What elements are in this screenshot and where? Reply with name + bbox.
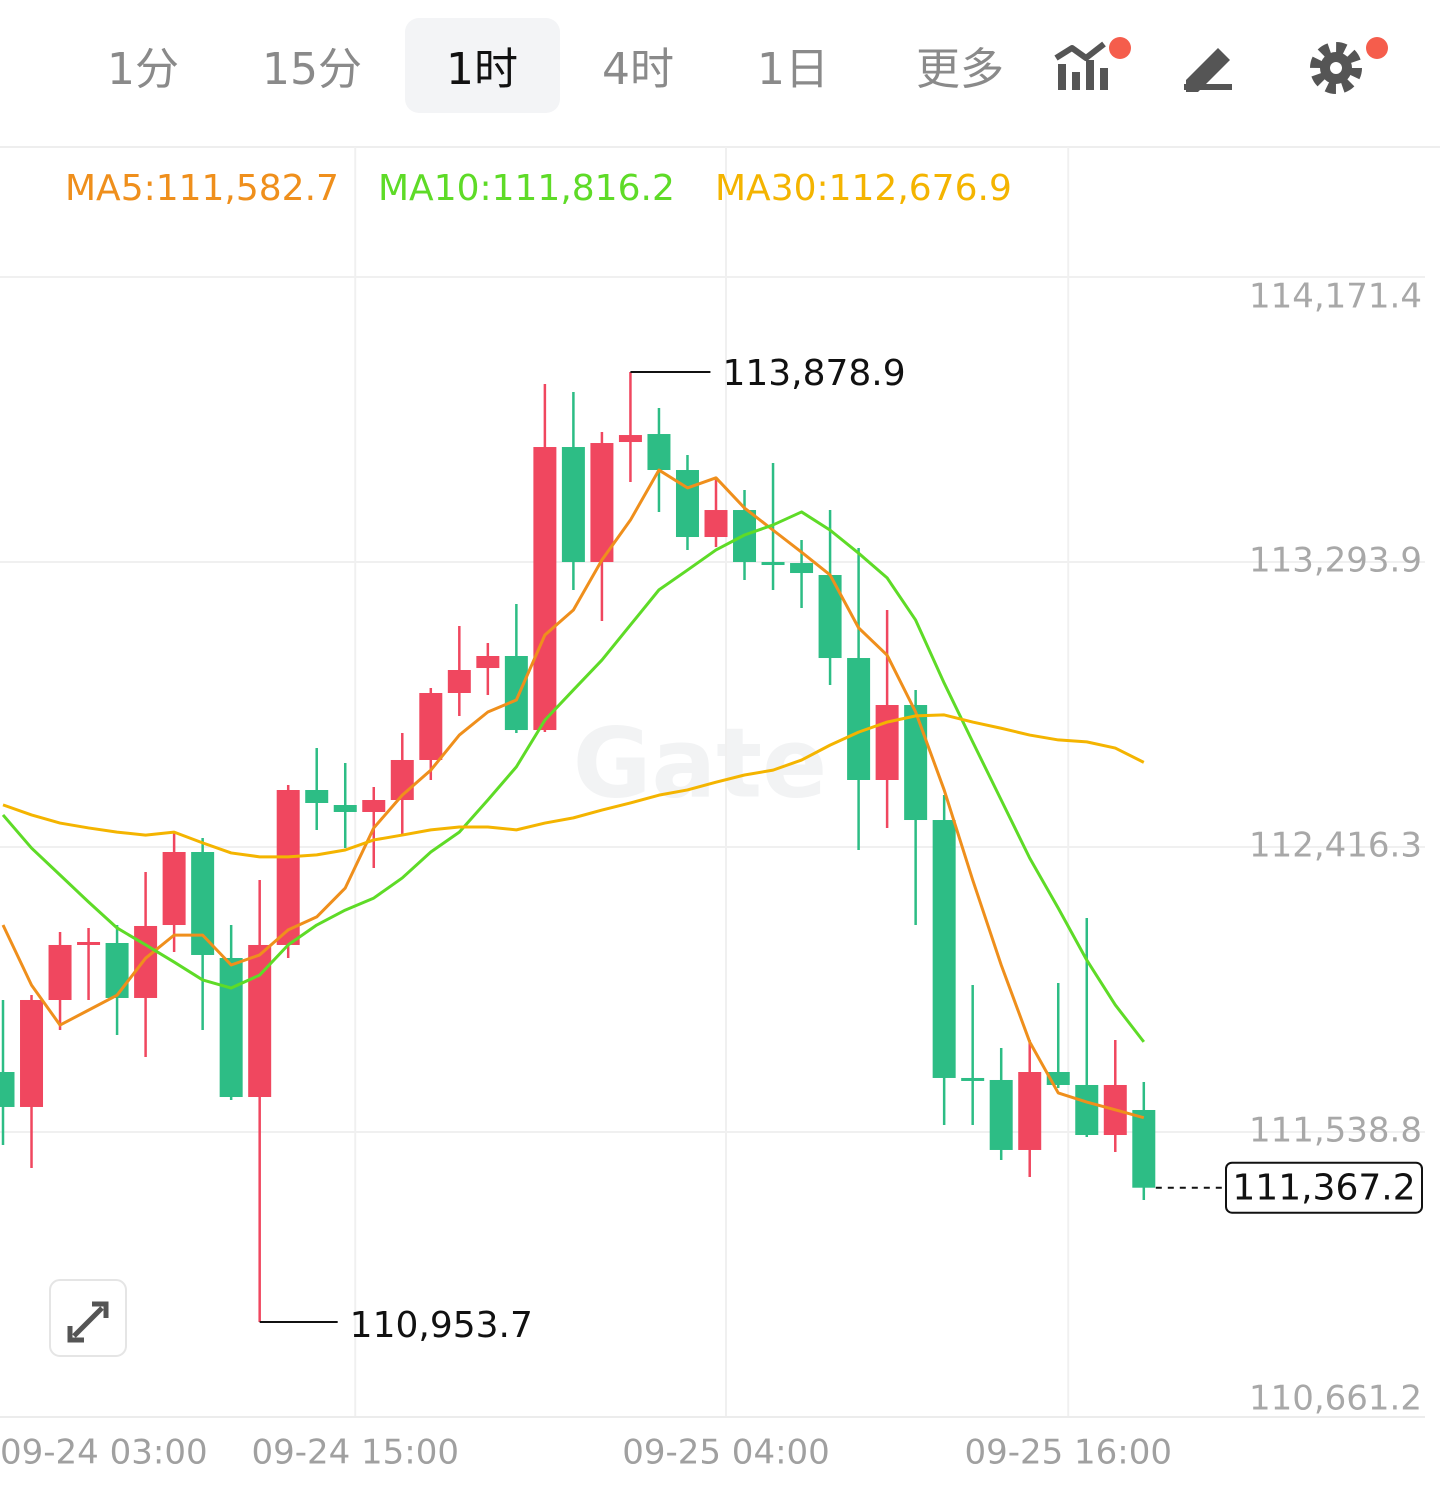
- y-tick-label: 112,416.3: [1249, 826, 1422, 866]
- candle-body: [134, 925, 158, 998]
- candle-body: [932, 820, 956, 1078]
- tab[interactable]: 1时: [446, 44, 518, 95]
- legend-entry: MA10:111,816.2: [378, 168, 675, 209]
- candle-body: [191, 852, 215, 955]
- tab[interactable]: 4时: [602, 44, 674, 95]
- chart: Gate 09-24 03:00 09-24 15:00 09-25 04:00 09-…: [0, 147, 1425, 1473]
- ma-line: [1, 510, 1145, 1043]
- candle-body: [419, 692, 443, 760]
- x-tick-label: 09-25 16:00: [964, 1433, 1172, 1473]
- draw-icon[interactable]: [1184, 48, 1232, 92]
- candle-body: [276, 790, 300, 945]
- x-tick-label: 09-25 04:00: [622, 1433, 830, 1473]
- candle-body: [875, 705, 899, 781]
- candle-body: [77, 941, 101, 945]
- candle-body: [333, 805, 357, 812]
- candle-body: [989, 1079, 1013, 1150]
- candle-body: [590, 443, 614, 563]
- last-price-box: [1225, 1161, 1423, 1214]
- legend-entry: MA5:111,582.7: [65, 168, 339, 209]
- low-label: 110,953.7: [350, 1305, 533, 1346]
- candle-body: [1075, 1084, 1099, 1136]
- candle-body: [790, 563, 814, 574]
- tab[interactable]: 更多: [916, 44, 1004, 95]
- candle-body: [219, 958, 243, 1098]
- expand-button[interactable]: [49, 1279, 127, 1357]
- candle-body: [904, 705, 928, 821]
- legend-entry: MA30:112,676.9: [715, 168, 1012, 209]
- candle-body: [704, 510, 728, 538]
- candle-body: [818, 575, 842, 659]
- candle-body: [162, 852, 186, 926]
- watermark: Gate: [573, 707, 828, 819]
- y-tick-label: 114,171.4: [1249, 277, 1422, 317]
- candle-body: [847, 658, 871, 781]
- high-label: 113,878.9: [722, 353, 905, 394]
- y-tick-label: 113,293.9: [1249, 540, 1422, 580]
- candle-body: [1132, 1109, 1156, 1188]
- candle-body: [618, 435, 642, 443]
- candle-body: [675, 470, 699, 538]
- x-tick-label: 09-24 15:00: [251, 1433, 459, 1473]
- last-price-label: 111,367.2: [1232, 1168, 1415, 1209]
- candle-body: [447, 670, 471, 693]
- candle-body: [476, 656, 500, 669]
- candle-body: [48, 944, 72, 1000]
- candle-body: [0, 1071, 15, 1107]
- y-tick-label: 111,538.8: [1249, 1110, 1422, 1150]
- tab[interactable]: 1日: [757, 44, 829, 95]
- tab-bar: 1分 15分 1时 4时 1日 更多: [107, 44, 1004, 95]
- candle-body: [761, 562, 785, 566]
- candle-body: [20, 999, 44, 1107]
- candle-body: [647, 434, 671, 471]
- candle-body: [504, 656, 528, 731]
- tab[interactable]: 1分: [107, 44, 179, 95]
- candle-body: [561, 447, 585, 563]
- active-tab-bg: [405, 18, 560, 113]
- candle-body: [1018, 1071, 1042, 1150]
- ma-line: [1, 468, 1145, 1120]
- indicator-icon[interactable]: [1054, 37, 1131, 90]
- candle-body: [961, 1077, 985, 1081]
- settings-icon[interactable]: [1310, 37, 1388, 94]
- y-tick-label: 110,661.2: [1249, 1379, 1422, 1419]
- x-tick-label: 09-24 03:00: [0, 1433, 208, 1473]
- candle-body: [105, 943, 129, 998]
- ma-line: [2, 713, 1145, 859]
- candle-body: [362, 800, 386, 812]
- tab[interactable]: 15分: [262, 44, 362, 95]
- candle-body: [305, 790, 329, 803]
- candle-body: [533, 447, 557, 731]
- candle-body: [248, 944, 272, 1098]
